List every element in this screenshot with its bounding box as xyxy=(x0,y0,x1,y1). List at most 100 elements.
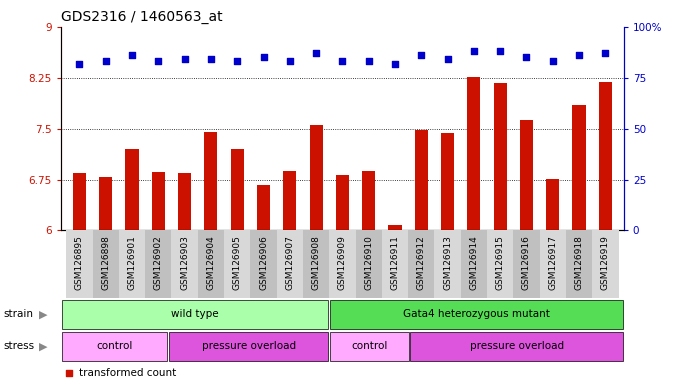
Text: GDS2316 / 1460563_at: GDS2316 / 1460563_at xyxy=(61,10,222,25)
Bar xyxy=(408,230,435,298)
Point xyxy=(179,56,190,63)
Text: GSM126919: GSM126919 xyxy=(601,235,610,290)
Text: GSM126909: GSM126909 xyxy=(338,235,347,290)
Text: GSM126915: GSM126915 xyxy=(496,235,504,290)
Bar xyxy=(231,149,244,230)
Text: ▶: ▶ xyxy=(39,310,48,319)
Text: GSM126916: GSM126916 xyxy=(522,235,531,290)
Text: transformed count: transformed count xyxy=(79,368,176,378)
Text: GSM126904: GSM126904 xyxy=(206,235,216,290)
Bar xyxy=(494,83,506,230)
Bar xyxy=(441,133,454,230)
Point xyxy=(363,58,374,65)
Bar xyxy=(362,171,375,230)
Text: GSM126901: GSM126901 xyxy=(127,235,136,290)
Bar xyxy=(119,230,145,298)
Text: GSM126911: GSM126911 xyxy=(391,235,399,290)
Point xyxy=(127,52,138,58)
Bar xyxy=(93,230,119,298)
Bar xyxy=(388,225,401,230)
Bar xyxy=(382,230,408,298)
Point xyxy=(390,60,401,66)
Text: GSM126907: GSM126907 xyxy=(285,235,294,290)
Text: GSM126914: GSM126914 xyxy=(469,235,479,290)
Bar xyxy=(66,230,93,298)
Bar xyxy=(566,230,592,298)
Text: wild type: wild type xyxy=(171,309,219,319)
Bar xyxy=(169,332,328,361)
Text: strain: strain xyxy=(3,310,33,319)
Point xyxy=(521,55,532,61)
Bar xyxy=(99,177,113,230)
Bar xyxy=(277,230,303,298)
Text: control: control xyxy=(351,341,387,351)
Text: pressure overload: pressure overload xyxy=(469,341,563,351)
Point xyxy=(205,56,216,63)
Text: Gata4 heterozygous mutant: Gata4 heterozygous mutant xyxy=(403,309,550,319)
Text: GSM126912: GSM126912 xyxy=(417,235,426,290)
Text: ▶: ▶ xyxy=(39,341,48,351)
Text: GSM126906: GSM126906 xyxy=(259,235,268,290)
Bar xyxy=(513,230,540,298)
Point xyxy=(495,48,506,55)
Point xyxy=(337,58,348,65)
Text: GSM126918: GSM126918 xyxy=(574,235,584,290)
Bar xyxy=(250,230,277,298)
Bar xyxy=(461,230,487,298)
Bar xyxy=(62,300,328,329)
Text: GSM126917: GSM126917 xyxy=(549,235,557,290)
Point xyxy=(64,370,75,376)
Bar xyxy=(572,105,586,230)
Bar xyxy=(592,230,618,298)
Bar xyxy=(204,132,218,230)
Bar xyxy=(125,149,138,230)
Bar xyxy=(303,230,330,298)
Bar xyxy=(73,173,86,230)
Bar xyxy=(283,171,296,230)
Bar xyxy=(336,175,349,230)
Bar xyxy=(330,300,623,329)
Point xyxy=(153,58,164,65)
Text: GSM126905: GSM126905 xyxy=(233,235,241,290)
Bar xyxy=(257,185,270,230)
Point xyxy=(232,58,243,65)
Point xyxy=(547,58,558,65)
Text: GSM126913: GSM126913 xyxy=(443,235,452,290)
Point xyxy=(600,50,611,56)
Bar xyxy=(145,230,172,298)
Point xyxy=(416,52,426,58)
Bar xyxy=(355,230,382,298)
Bar xyxy=(435,230,461,298)
Point xyxy=(574,52,584,58)
Bar xyxy=(599,82,612,230)
Bar xyxy=(520,121,533,230)
Point xyxy=(284,58,295,65)
Text: stress: stress xyxy=(3,341,35,351)
Bar xyxy=(310,125,323,230)
Text: GSM126910: GSM126910 xyxy=(364,235,373,290)
Text: pressure overload: pressure overload xyxy=(201,341,296,351)
Text: GSM126902: GSM126902 xyxy=(154,235,163,290)
Bar xyxy=(330,230,355,298)
Bar xyxy=(178,173,191,230)
Point xyxy=(258,55,269,61)
Text: GSM126898: GSM126898 xyxy=(101,235,111,290)
Text: GSM126903: GSM126903 xyxy=(180,235,189,290)
Bar xyxy=(62,332,167,361)
Bar xyxy=(198,230,224,298)
Point xyxy=(100,58,111,65)
Bar xyxy=(152,172,165,230)
Point xyxy=(442,56,453,63)
Bar xyxy=(172,230,198,298)
Bar xyxy=(540,230,566,298)
Bar xyxy=(330,332,409,361)
Bar xyxy=(410,332,623,361)
Bar xyxy=(487,230,513,298)
Text: control: control xyxy=(96,341,133,351)
Point xyxy=(468,48,479,55)
Point xyxy=(311,50,321,56)
Bar xyxy=(224,230,250,298)
Point xyxy=(74,60,85,66)
Bar xyxy=(415,130,428,230)
Text: GSM126908: GSM126908 xyxy=(312,235,321,290)
